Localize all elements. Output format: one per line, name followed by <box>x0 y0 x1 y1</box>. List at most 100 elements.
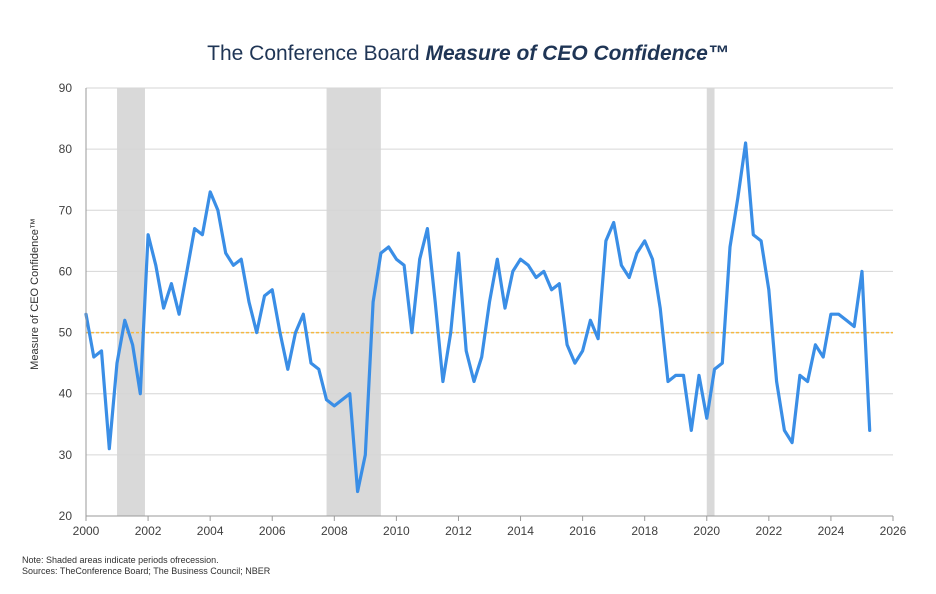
data-point <box>154 264 158 267</box>
data-point <box>108 447 111 450</box>
data-point <box>744 141 747 145</box>
data-point <box>558 282 561 285</box>
data-point <box>496 258 499 261</box>
data-point <box>837 313 840 316</box>
y-tick-label: 70 <box>59 203 73 217</box>
sources-line: Sources: TheConference Board; The Busine… <box>22 566 271 576</box>
data-point <box>581 349 584 353</box>
data-point <box>798 374 802 377</box>
data-point <box>395 258 398 261</box>
data-point <box>123 319 126 322</box>
data-point <box>232 264 235 267</box>
data-point <box>170 282 173 285</box>
data-point <box>115 361 119 365</box>
data-point <box>201 233 204 236</box>
x-tick-label: 2018 <box>631 524 658 538</box>
data-point <box>387 245 390 249</box>
data-point <box>651 258 654 261</box>
data-point <box>348 392 352 395</box>
data-point <box>534 276 538 279</box>
data-point <box>620 264 623 267</box>
data-point <box>426 227 429 230</box>
data-point <box>868 429 871 432</box>
data-point <box>604 239 608 243</box>
x-tick-label: 2022 <box>755 524 782 538</box>
data-point <box>565 343 569 346</box>
data-point <box>480 355 483 359</box>
data-point <box>527 264 530 267</box>
gridlines <box>86 87 893 456</box>
y-axis-label: Measure of CEO Confidence™ <box>29 218 41 370</box>
data-point <box>759 239 763 243</box>
y-tick-label: 20 <box>59 509 73 523</box>
data-point <box>612 221 615 224</box>
x-tick-label: 2016 <box>569 524 596 538</box>
data-point <box>814 343 817 346</box>
data-point <box>775 380 778 383</box>
data-point <box>511 270 514 273</box>
x-tick-label: 2000 <box>73 524 100 538</box>
data-point <box>100 349 103 353</box>
data-point <box>728 245 732 249</box>
data-point <box>208 190 212 194</box>
data-point <box>224 251 227 255</box>
data-point <box>247 300 251 304</box>
ceo-confidence-line <box>84 141 872 494</box>
data-point <box>821 355 825 359</box>
data-point <box>255 331 258 334</box>
data-point <box>697 374 701 377</box>
x-tick-label: 2002 <box>135 524 162 538</box>
data-point <box>806 380 809 383</box>
data-point <box>550 288 553 291</box>
data-point <box>410 331 414 334</box>
data-point <box>325 398 328 402</box>
data-point <box>690 429 693 432</box>
data-point <box>418 258 421 261</box>
data-point <box>216 209 220 212</box>
data-point <box>139 392 142 395</box>
data-point <box>441 380 445 383</box>
data-point <box>767 288 771 291</box>
x-tick-label: 2024 <box>818 524 845 538</box>
data-point <box>449 331 452 334</box>
data-point <box>659 306 662 310</box>
data-point <box>294 331 297 334</box>
data-point <box>860 270 864 273</box>
y-tick-label: 60 <box>59 264 73 278</box>
data-point <box>829 313 833 316</box>
data-point <box>790 441 794 444</box>
chart-title-emphasis: Measure of CEO Confidence™ <box>425 42 729 65</box>
data-point <box>309 361 313 365</box>
data-point <box>92 355 95 359</box>
data-point <box>402 264 406 267</box>
data-point <box>193 227 196 230</box>
data-point <box>162 306 165 310</box>
x-tick-label: 2008 <box>321 524 348 538</box>
data-point <box>596 337 600 340</box>
data-point <box>472 380 476 383</box>
recession-band <box>706 88 715 516</box>
x-tick-label: 2020 <box>693 524 720 538</box>
y-tick-label: 80 <box>59 142 73 156</box>
data-point <box>488 300 491 304</box>
data-point <box>666 380 670 383</box>
data-point <box>302 313 305 316</box>
data-point <box>371 300 375 304</box>
data-point <box>752 233 755 236</box>
data-point <box>627 276 631 279</box>
data-point <box>457 251 460 255</box>
data-point <box>271 288 274 291</box>
data-point <box>185 270 189 273</box>
x-tick-label: 2012 <box>445 524 472 538</box>
data-point <box>239 258 243 261</box>
data-point <box>333 404 336 408</box>
y-tick-labels: 20 30 40 50 60 70 80 90 <box>59 81 73 523</box>
data-point <box>721 361 724 365</box>
chart-title: The Conference Board Measure of CEO Conf… <box>0 42 936 66</box>
y-tick-label: 40 <box>59 387 73 401</box>
data-points <box>84 141 871 493</box>
data-point <box>503 306 507 310</box>
data-point <box>853 325 856 328</box>
data-point <box>433 300 437 304</box>
